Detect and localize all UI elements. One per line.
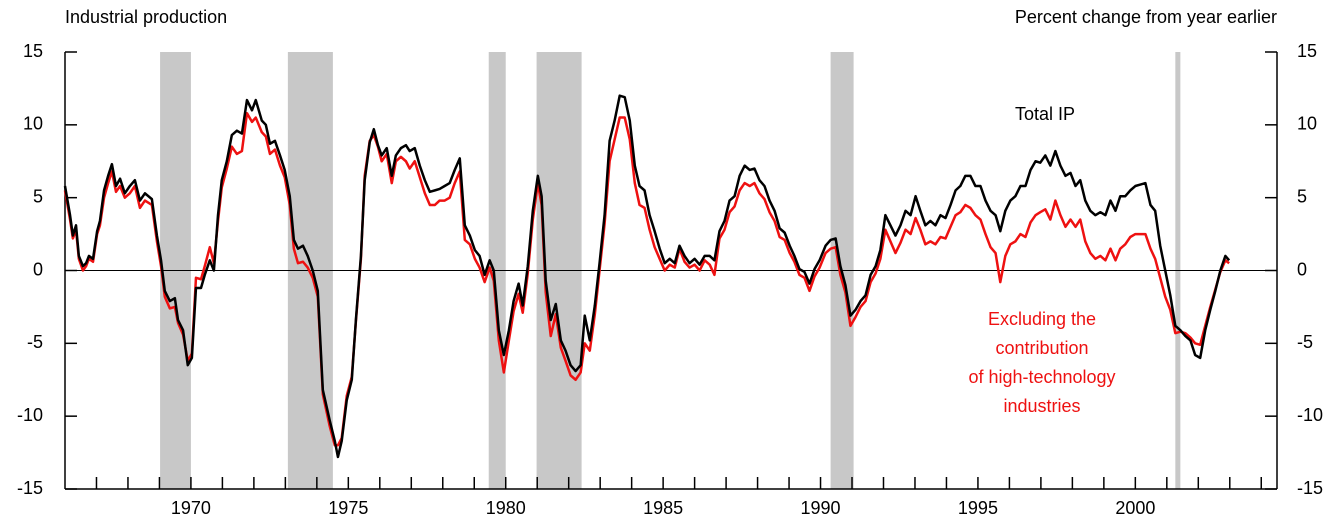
series-label: of high-technology — [968, 367, 1115, 387]
series-label: Excluding the — [988, 309, 1096, 329]
x-tick-label: 1985 — [643, 498, 683, 518]
x-tick-label: 1995 — [958, 498, 998, 518]
series-line — [63, 111, 1230, 447]
x-tick-label: 1990 — [801, 498, 841, 518]
x-tick-label: 1970 — [171, 498, 211, 518]
y2-tick-label: -10 — [1297, 405, 1323, 425]
y-tick-label: 0 — [33, 259, 43, 279]
y2-tick-label: -5 — [1297, 332, 1313, 352]
y-tick-label: 15 — [23, 41, 43, 61]
y2-axis-title: Percent change from year earlier — [1015, 7, 1277, 27]
series-label: contribution — [995, 338, 1088, 358]
x-tick-label: 2000 — [1115, 498, 1155, 518]
y2-tick-label: 15 — [1297, 41, 1317, 61]
y-tick-label: 10 — [23, 114, 43, 134]
y-tick-label: -5 — [27, 332, 43, 352]
y-tick-label: -15 — [17, 478, 43, 498]
series-line — [63, 94, 1231, 459]
y2-tick-label: 0 — [1297, 259, 1307, 279]
y-axis-title: Industrial production — [65, 7, 227, 27]
y2-tick-label: 5 — [1297, 186, 1307, 206]
y2-tick-label: -15 — [1297, 478, 1323, 498]
series-label: Total IP — [1015, 104, 1075, 124]
y-tick-label: -10 — [17, 405, 43, 425]
y-tick-label: 5 — [33, 186, 43, 206]
x-tick-label: 1980 — [486, 498, 526, 518]
series-label: industries — [1003, 396, 1080, 416]
x-tick-label: 1975 — [328, 498, 368, 518]
y2-tick-label: 10 — [1297, 114, 1317, 134]
